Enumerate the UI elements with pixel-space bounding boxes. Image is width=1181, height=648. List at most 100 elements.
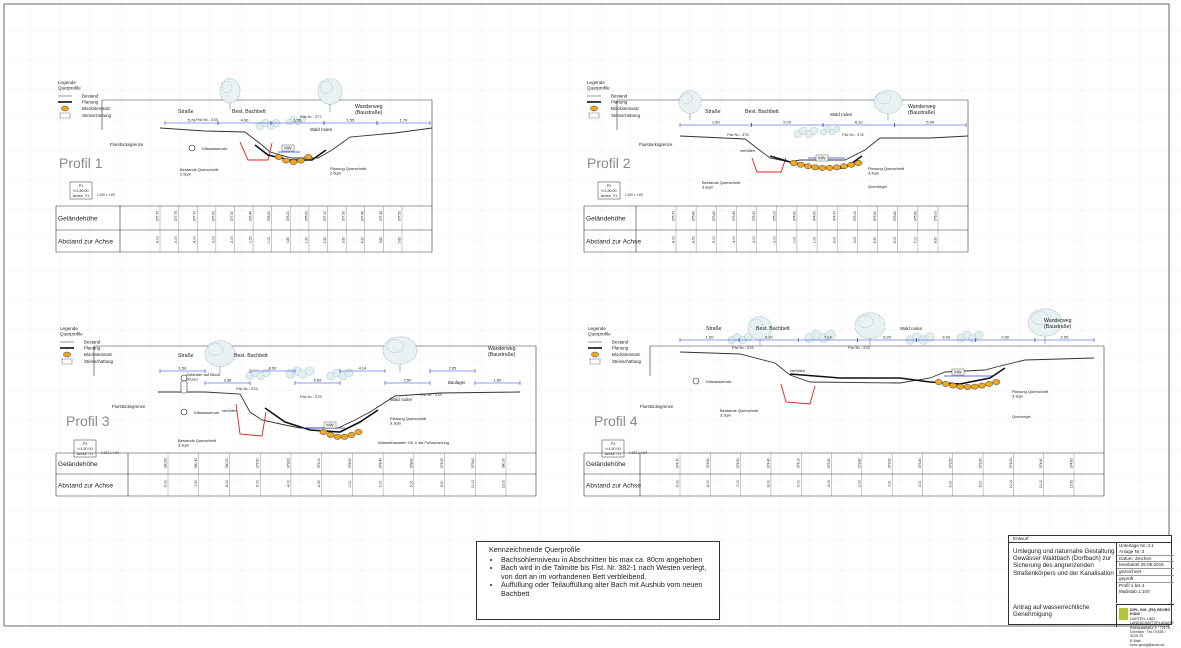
notes-heading: Kennzeichnende Querprofile: [489, 545, 581, 554]
label-flst-line: Flst Nr.: 378: [420, 392, 442, 397]
dimension-label-line: 5.25: [883, 335, 892, 340]
abstand-value: 1.00: [813, 237, 817, 244]
legend-title-line: Legende: [58, 80, 76, 85]
abstand-value-line: -7.00: [736, 480, 740, 488]
label-bachbett: Best. Bachbett: [745, 109, 779, 115]
gelaendehoehe-value: 373.90: [979, 458, 983, 468]
abstand-value: -5.00: [256, 480, 260, 488]
scale-note-line: 1:100 L: H/H: [97, 193, 116, 197]
shrub-blob: [925, 332, 935, 342]
blockstein-stone: [825, 165, 834, 171]
blockstein-stone: [956, 383, 965, 390]
gelaendehoehe-value: 380.40: [194, 458, 198, 468]
label-bachbett-line: Best. Bachbett: [745, 109, 779, 115]
label-planung-querschnitt: Planung Querschnitt 3.4qm: [868, 166, 905, 176]
scale-box: [597, 181, 621, 200]
dimension-label-line: 1.50: [706, 335, 715, 340]
gelaendehoehe-value: 380.50: [164, 458, 168, 468]
label-strasse: Straße: [706, 326, 722, 332]
tree-crown-detail: [221, 80, 233, 93]
dimension-label: 4.00: [241, 118, 250, 123]
abstand-value: -9.00: [676, 480, 680, 488]
gelaendehoehe-value: 375.70: [672, 211, 676, 221]
dimension-label: 2.30: [765, 335, 774, 340]
gelaendehoehe-value: 375.60: [712, 211, 716, 221]
abstand-value-line: 6.00: [893, 237, 897, 244]
shrub-icon: [255, 119, 281, 130]
profile-table: Geländehöhe Abstand zur Achse 380.50 -9.00 3…: [55, 452, 537, 497]
legend-blockstein: Blocksteinsatz: [612, 352, 640, 357]
abstand-value-line: 2.00: [379, 481, 383, 488]
dimension-line: 1.80: [474, 378, 521, 385]
gelaendehoehe-value-line: 377.50: [398, 211, 402, 221]
abstand-value-line: -5.00: [797, 480, 801, 488]
abstand-value: 0.80: [286, 237, 290, 244]
profile-3: Legende QuerprofileBestandPlanungBlockste…: [55, 326, 537, 497]
gelaendehoehe-value: 374.60: [792, 211, 796, 221]
scale-box-text: P4: [611, 442, 615, 446]
shrub-blob: [833, 125, 841, 133]
datum-header: Datum: [1119, 555, 1133, 561]
gelaendehoehe-value: 377.70: [156, 211, 160, 221]
old-channel-outline: [235, 403, 267, 437]
shrub-blob: [744, 333, 753, 341]
blockstein-stone: [811, 164, 820, 171]
blockstein-stone: [854, 160, 863, 166]
gelaendehoehe-value-line: 380.30: [502, 458, 506, 468]
label-bestands-querschnitt-line: 3.3qm: [178, 443, 190, 448]
gelaendehoehe-value: 377.40: [360, 211, 364, 221]
abstand-value: -1.50: [249, 236, 253, 244]
antrag-label: Antrag auf wasserrechtliche Genehmigung: [1013, 604, 1090, 619]
gelaendehoehe-value: 377.10: [323, 211, 327, 221]
gelaendehoehe-value-line: 373.40: [918, 458, 922, 468]
label-querriegel: Querriegel: [1012, 414, 1031, 419]
row-label-abstand: Abstand zur Achse: [58, 239, 113, 246]
gelaendehoehe-value: 379.10: [317, 458, 321, 468]
blockstein-stone: [934, 379, 943, 385]
gelaendehoehe-value-line: 373.90: [827, 458, 831, 468]
shrub-blob: [344, 368, 354, 378]
label-bestands-querschnitt-line: 3.3qm: [720, 413, 732, 418]
legend-title-line: Querprofile: [587, 85, 610, 90]
flurstueck-label: Flurstücksgrenze: [112, 404, 146, 409]
label-verfuellen-line: verfüllen: [790, 368, 805, 373]
abstand-value: 6.00: [893, 237, 897, 244]
abstand-value: 0.00: [267, 237, 271, 244]
abstand-value-line: 2.50: [323, 237, 327, 244]
gelaendehoehe-value-line: 375.50: [873, 211, 877, 221]
tree-crown: [747, 316, 773, 340]
label-strasse-line: Straße: [706, 326, 722, 332]
legend-bestand-line: Bestand: [612, 340, 629, 345]
gelaendehoehe-value-line: 377.70: [193, 211, 197, 221]
shrub-icon: [793, 127, 819, 138]
gelaendehoehe-value: 374.40: [1039, 458, 1043, 468]
dimension-line: 6.69: [294, 378, 341, 385]
abstand-value: 10.00: [1009, 480, 1013, 489]
dimension-label: 1.50: [712, 120, 721, 125]
shrub-icon: [285, 366, 315, 379]
gelaendehoehe-value-line: 379.60: [286, 458, 290, 468]
zeichen-header: Zeichen: [1135, 555, 1152, 561]
scale-box-text: Achse -Y1: [601, 194, 618, 198]
dimension-label: 5.78: [188, 118, 197, 123]
legend: Legende QuerprofileBestandPlanungBlockste…: [587, 80, 641, 119]
label-planung-querschnitt-line: Planung Querschnitt: [330, 166, 367, 171]
legend-planung: Planung: [612, 346, 629, 351]
tree-crown-detail: [320, 81, 333, 94]
gezeichnet-label: gezeichnet: [1117, 568, 1174, 575]
legend-blockstein-line: Blocksteinsatz: [611, 106, 639, 111]
abstand-value: -5.00: [797, 480, 801, 488]
scale-box-text: f=1:50.00: [73, 189, 88, 193]
legend-steinschuettung-icon: [61, 358, 73, 365]
shrub-blob: [294, 118, 302, 126]
dimension-label-line: 4.14: [359, 366, 368, 371]
gelaendehoehe-value: 377.30: [342, 211, 346, 221]
gelaendehoehe-value: 380.30: [502, 458, 506, 468]
scale-box-text: f=1:50.00: [601, 189, 616, 193]
dimension-line: 8.50: [249, 366, 296, 373]
abstand-value: 3.50: [342, 237, 346, 244]
scale-box-text-line: Achse -Y1: [601, 194, 618, 198]
scale-box-text-line: f=1:50.00: [73, 189, 88, 193]
mw-label: MW: [954, 369, 961, 374]
tree-crown-detail: [750, 318, 763, 331]
